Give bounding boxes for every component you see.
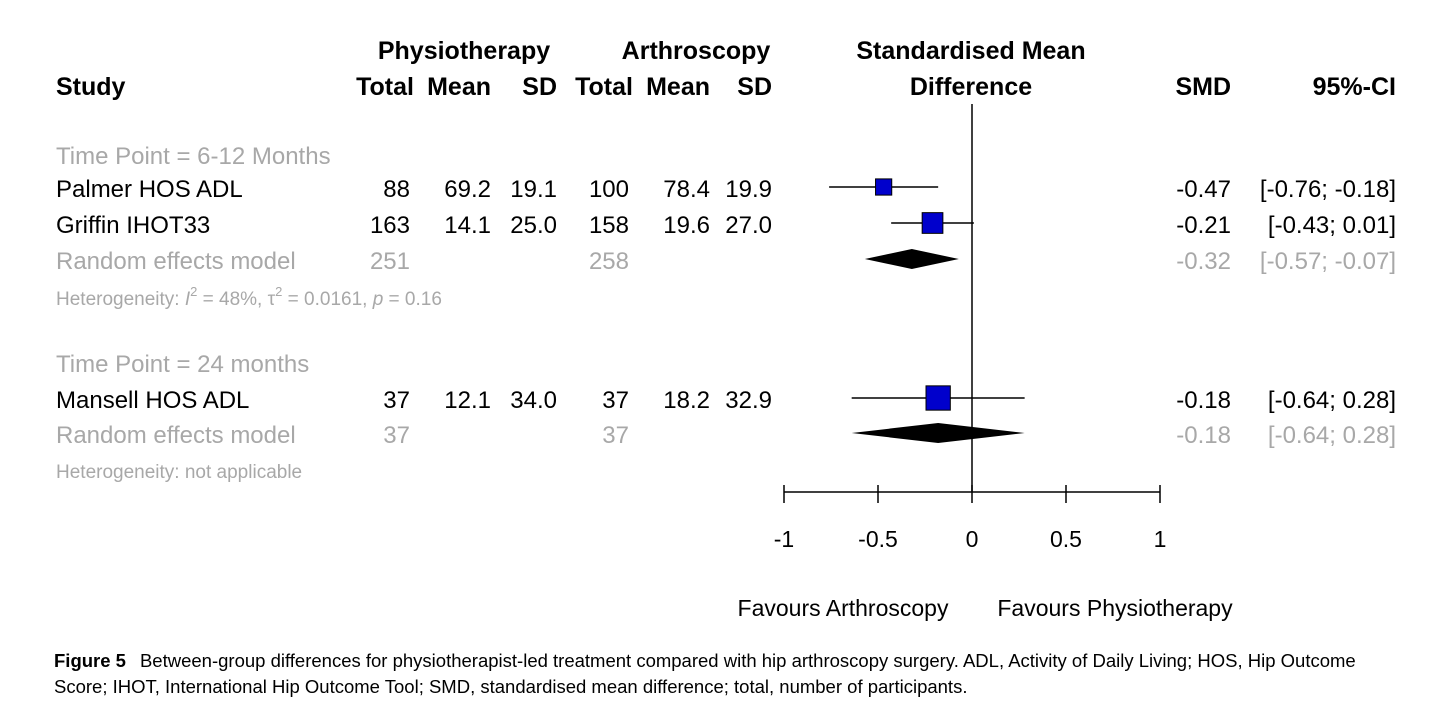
mean2-cell: 19.6	[663, 212, 710, 239]
x-tick-label: 1	[1154, 526, 1167, 552]
model-row: Random effects model 37 37 -0.18 [-0.64;…	[56, 422, 1396, 449]
model-total2: 37	[602, 422, 629, 449]
model-smd: -0.18	[1176, 422, 1231, 449]
x-tick-label: 0.5	[1050, 526, 1082, 552]
effect-header-line1: Standardised Mean	[856, 37, 1085, 65]
x-tick-label: -0.5	[858, 526, 898, 552]
model-smd: -0.32	[1176, 248, 1231, 275]
study-square	[875, 178, 893, 196]
figure-label: Figure 5	[54, 650, 126, 671]
mean2-cell: 78.4	[663, 176, 710, 203]
caption-text: Between-group differences for physiother…	[54, 650, 1356, 697]
study-name: Mansell HOS ADL	[56, 387, 249, 414]
smd-cell: -0.18	[1176, 387, 1231, 414]
total2-cell: 37	[602, 387, 629, 414]
heterogeneity-text: Heterogeneity: not applicable	[56, 462, 302, 483]
study-header: Study	[56, 73, 126, 101]
group1-header: Physiotherapy	[378, 37, 550, 65]
forest-plot: Physiotherapy Arthroscopy Standardised M…	[56, 37, 1396, 621]
model-ci: [-0.57; -0.07]	[1260, 248, 1396, 275]
group2-header: Arthroscopy	[622, 37, 771, 65]
x-tick-label: 0	[966, 526, 979, 552]
study-name: Griffin IHOT33	[56, 212, 210, 239]
model-total1: 251	[370, 248, 410, 275]
sd2-cell: 19.9	[725, 176, 772, 203]
subgroup-label: Time Point = 6-12 Months	[56, 143, 331, 170]
study-row: Griffin IHOT33 163 14.1 25.0 158 19.6 27…	[56, 212, 1396, 239]
study-row: Palmer HOS ADL 88 69.2 19.1 100 78.4 19.…	[56, 176, 1396, 203]
model-name: Random effects model	[56, 248, 296, 275]
smd-cell: -0.21	[1176, 212, 1231, 239]
smd-header: SMD	[1175, 73, 1231, 101]
smd-cell: -0.47	[1176, 176, 1231, 203]
ci-cell: [-0.76; -0.18]	[1260, 176, 1396, 203]
total1-cell: 37	[383, 387, 410, 414]
sd1-cell: 25.0	[510, 212, 557, 239]
model-name: Random effects model	[56, 422, 296, 449]
total1-cell: 88	[383, 176, 410, 203]
mean1-cell: 69.2	[444, 176, 491, 203]
sd2-cell: 27.0	[725, 212, 772, 239]
model-total1: 37	[383, 422, 410, 449]
model-ci: [-0.64; 0.28]	[1268, 422, 1396, 449]
mean2-cell: 18.2	[663, 387, 710, 414]
ci-cell: [-0.43; 0.01]	[1268, 212, 1396, 239]
subgroup-label: Time Point = 24 months	[56, 351, 309, 378]
heterogeneity-text: Heterogeneity: I2 = 48%, τ2 = 0.0161, p …	[56, 284, 442, 310]
sd1-cell: 34.0	[510, 387, 557, 414]
sd1-header: SD	[522, 73, 557, 101]
mean1-cell: 14.1	[444, 212, 491, 239]
effect-marks	[829, 178, 1025, 443]
total1-cell: 163	[370, 212, 410, 239]
ci-header: 95%-CI	[1313, 73, 1396, 101]
total1-header: Total	[356, 73, 414, 101]
model-total2: 258	[589, 248, 629, 275]
ci-cell: [-0.64; 0.28]	[1268, 387, 1396, 414]
sd2-cell: 32.9	[725, 387, 772, 414]
model-row: Random effects model 251 258 -0.32 [-0.5…	[56, 248, 1396, 275]
x-tick-label: -1	[774, 526, 794, 552]
sd2-header: SD	[737, 73, 772, 101]
effect-header-line2: Difference	[910, 73, 1032, 101]
study-square	[921, 212, 944, 234]
mean2-header: Mean	[646, 73, 710, 101]
mean1-header: Mean	[427, 73, 491, 101]
favours-left-label: Favours Arthroscopy	[738, 595, 949, 621]
total2-header: Total	[575, 73, 633, 101]
total2-cell: 100	[589, 176, 629, 203]
pooled-diamond	[851, 423, 1025, 443]
figure-caption: Figure 5 Between-group differences for ph…	[54, 648, 1414, 700]
study-row: Mansell HOS ADL 37 12.1 34.0 37 18.2 32.…	[56, 387, 1396, 414]
total2-cell: 158	[589, 212, 629, 239]
x-axis-ticks: -1 -0.5 0 0.5 1	[774, 485, 1167, 552]
sd1-cell: 19.1	[510, 176, 557, 203]
favours-right-label: Favours Physiotherapy	[997, 595, 1233, 621]
study-square	[925, 385, 951, 411]
pooled-diamond	[864, 249, 959, 269]
study-name: Palmer HOS ADL	[56, 176, 243, 203]
mean1-cell: 12.1	[444, 387, 491, 414]
